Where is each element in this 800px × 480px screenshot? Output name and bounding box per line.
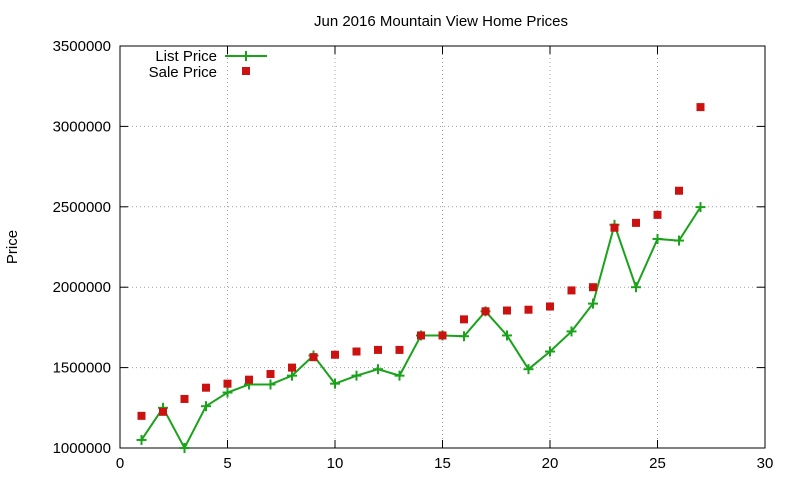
list-price-point (459, 331, 469, 342)
x-tick-label: 25 (649, 455, 666, 472)
list-price-point (588, 298, 598, 309)
x-tick-label: 30 (757, 455, 774, 472)
x-tick-label: 0 (116, 455, 124, 472)
axis-ticks: 0 5 10 15 20 25 30 1000000 1500000 2000000 2500000… (53, 38, 774, 472)
sale-price-point (309, 353, 318, 362)
x-tick-label: 10 (327, 455, 344, 472)
list-price-point (631, 282, 641, 293)
list-price-point (201, 401, 211, 412)
list-price-point (179, 443, 190, 453)
sale-price-point (675, 186, 683, 195)
sale-price-point (331, 350, 339, 359)
legend-marker-sale-price (242, 67, 250, 75)
list-price-point (394, 370, 405, 381)
sale-price-point (180, 394, 189, 403)
sale-price-point (546, 302, 554, 311)
y-tick-label: 1500000 (53, 360, 111, 377)
sale-price-point (567, 286, 576, 295)
y-axis-label: Price (4, 230, 21, 264)
sale-price-point (524, 305, 533, 314)
list-price-line (140, 206, 702, 451)
list-price-point (287, 370, 297, 381)
sale-price-point (696, 103, 705, 112)
list-price-point (674, 235, 684, 246)
legend-label-list-price: List Price (155, 48, 217, 65)
y-tick-label: 3000000 (53, 118, 111, 135)
y-tick-label: 1000000 (53, 440, 111, 457)
legend: List Price Sale Price (149, 48, 267, 81)
list-price-point (136, 434, 147, 445)
sale-price-point (202, 383, 210, 392)
series-layer (136, 103, 706, 453)
list-price-point (373, 364, 383, 375)
sale-price-point (438, 331, 447, 340)
sale-price-point (610, 223, 619, 232)
y-tick-label: 2500000 (53, 199, 111, 216)
y-tick-label: 2000000 (53, 279, 111, 296)
chart-title: Jun 2016 Mountain View Home Prices (314, 13, 568, 30)
sale-price-point (653, 210, 662, 219)
sale-price-point (352, 347, 361, 356)
list-price-point (265, 379, 276, 390)
x-tick-label: 20 (542, 455, 559, 472)
legend-label-sale-price: Sale Price (149, 64, 217, 81)
sale-price-point (159, 407, 167, 416)
list-price-point (222, 387, 233, 398)
sale-price-point (223, 379, 232, 388)
list-price-point (545, 346, 555, 357)
list-price-point (502, 330, 512, 341)
grid (120, 46, 765, 448)
list-price-point (695, 202, 706, 213)
sale-price-point (481, 307, 490, 316)
legend-marker-list-price (241, 51, 251, 61)
sale-price-point (374, 345, 382, 354)
sale-price-point (503, 306, 511, 315)
sale-price-point (266, 370, 275, 379)
sale-price-point (137, 411, 146, 420)
sale-price-point (460, 315, 468, 324)
sale-price-point (589, 283, 597, 292)
x-tick-label: 5 (223, 455, 231, 472)
list-price-point (652, 233, 663, 244)
list-price-point (351, 370, 362, 381)
list-price-point (330, 378, 340, 389)
y-tick-label: 3500000 (53, 38, 111, 55)
sale-price-point (632, 218, 640, 227)
x-tick-label: 15 (434, 455, 451, 472)
list-price-point (523, 364, 534, 375)
sale-price-point (245, 375, 253, 384)
sale-price-point (288, 363, 296, 372)
list-price-point (566, 326, 577, 337)
sale-price-point (395, 345, 404, 354)
sale-price-point (417, 331, 425, 340)
